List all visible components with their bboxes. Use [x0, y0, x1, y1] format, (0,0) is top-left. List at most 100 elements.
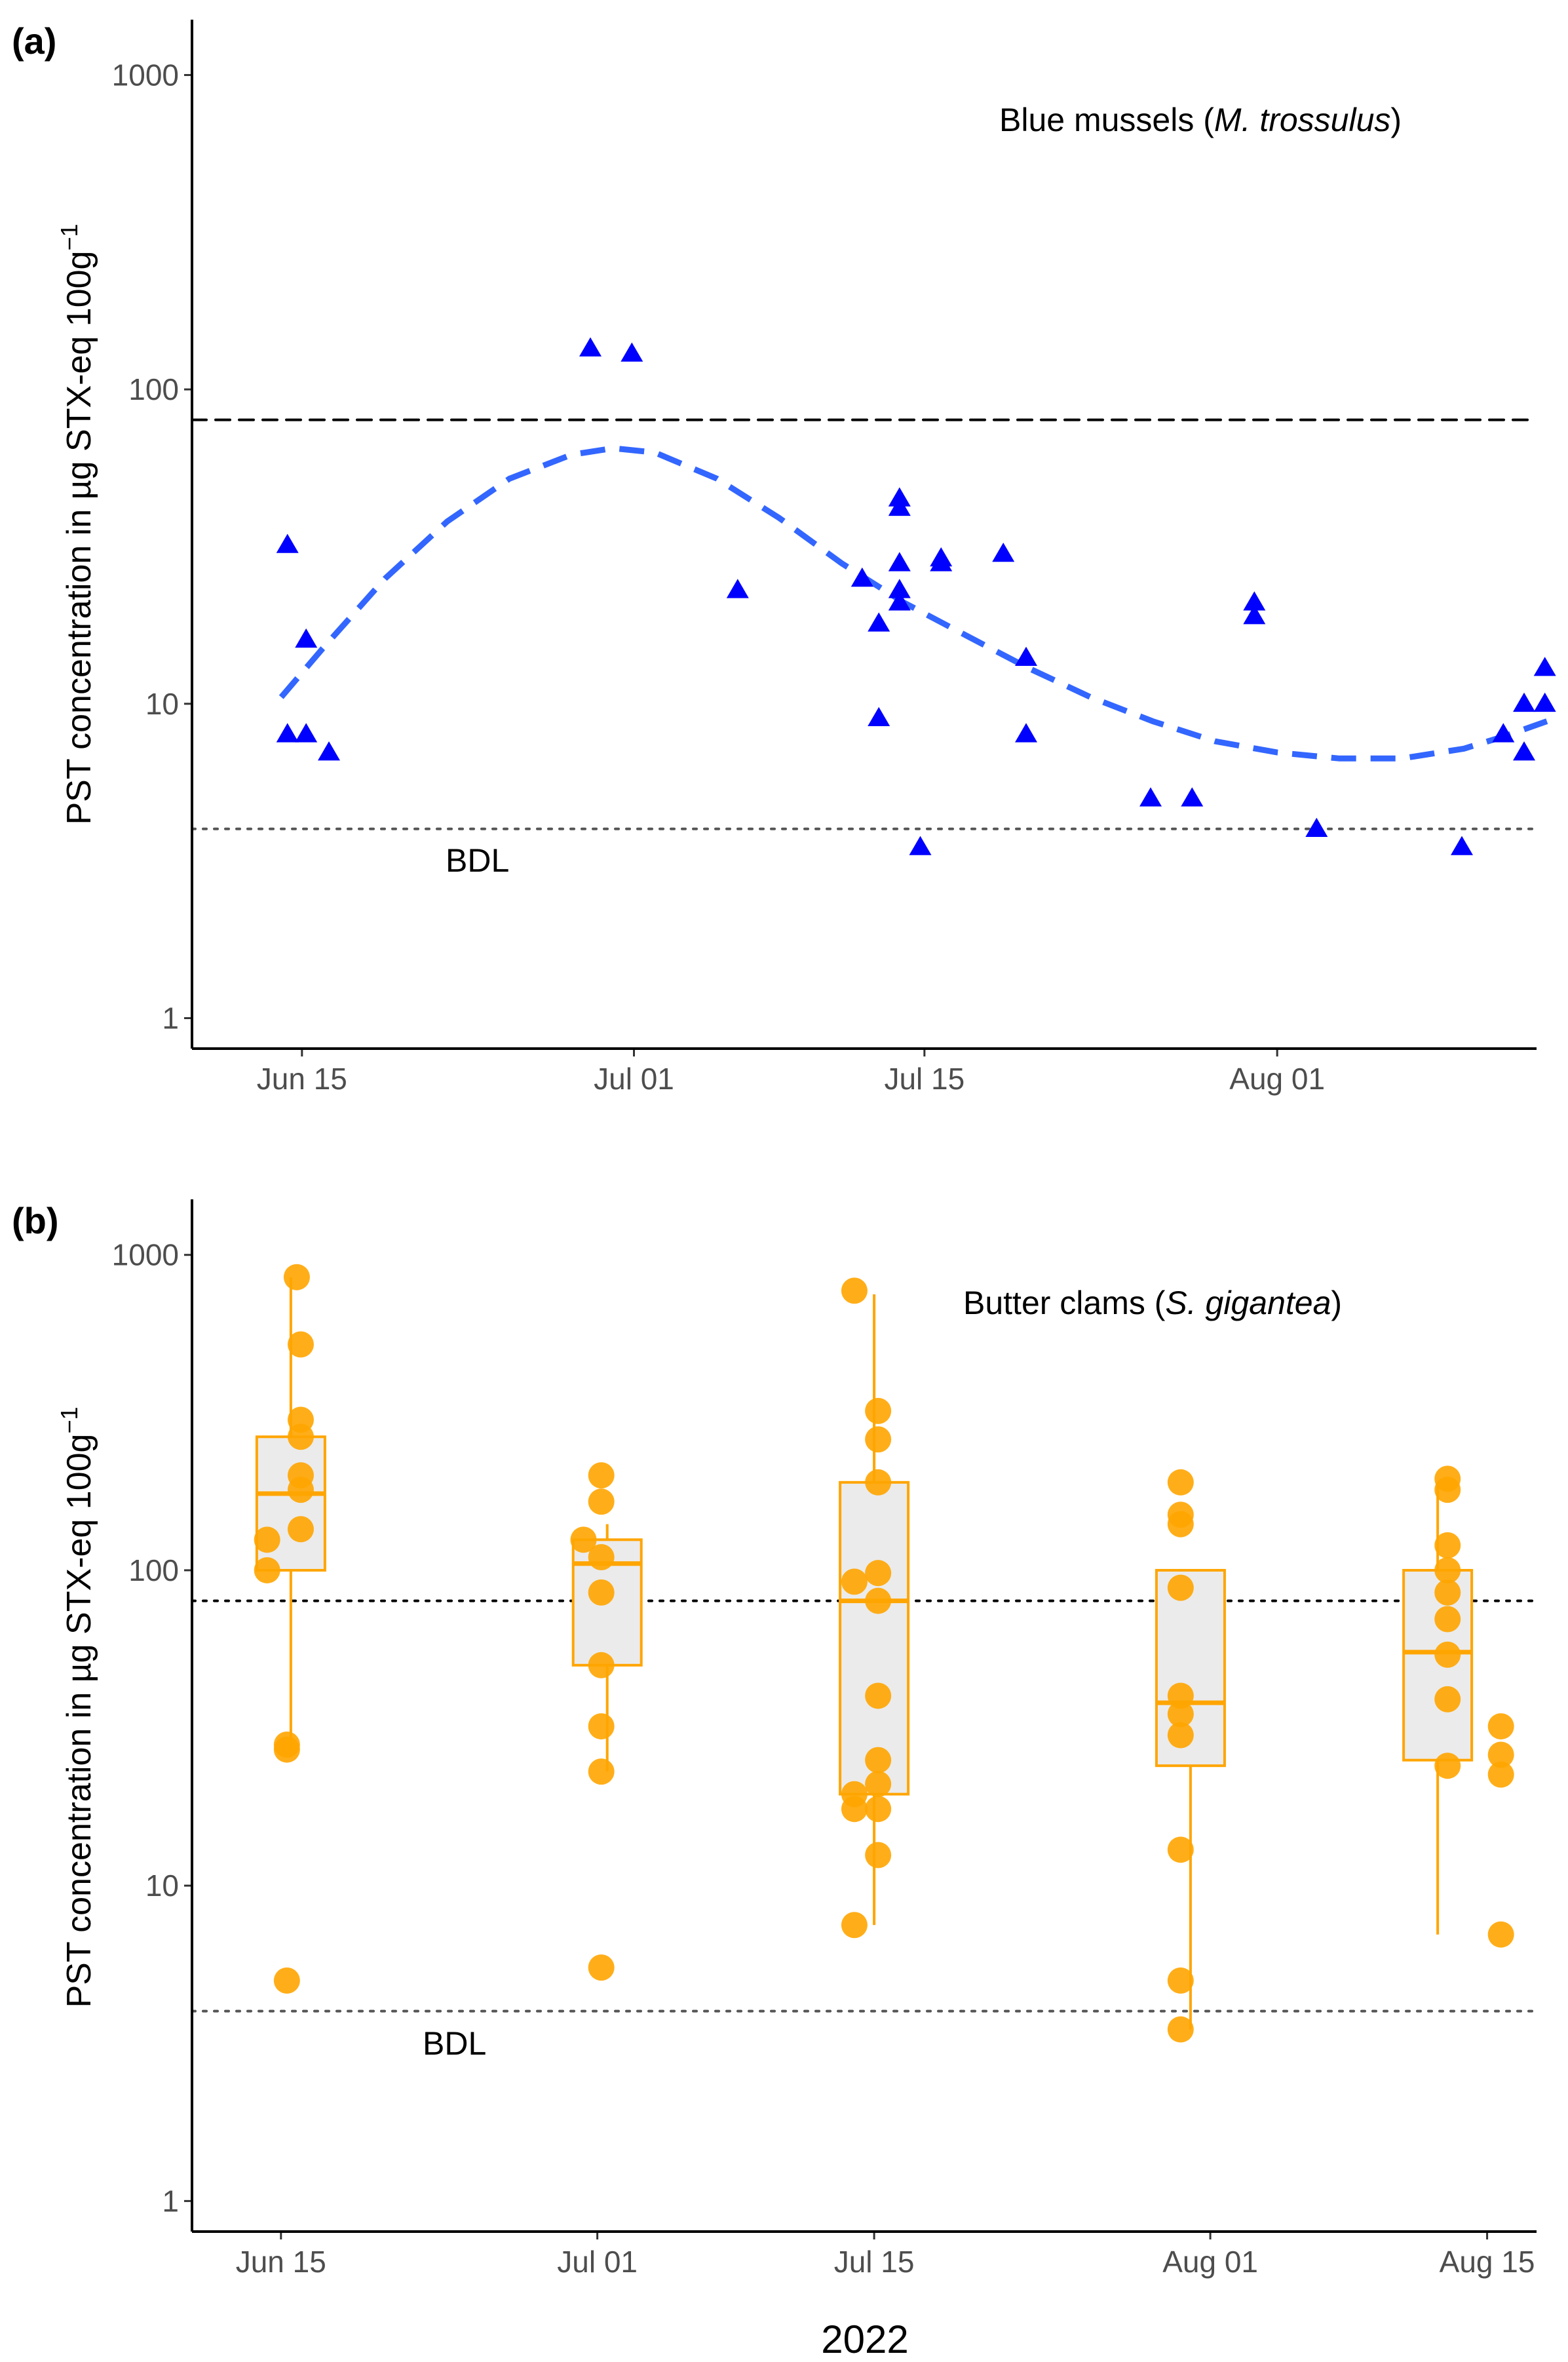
data-point	[287, 1423, 314, 1450]
data-point	[1487, 1921, 1514, 1948]
data-point	[865, 1842, 892, 1868]
data-point	[726, 579, 749, 598]
data-point	[1513, 741, 1535, 761]
data-point	[1533, 657, 1556, 676]
data-point	[888, 579, 911, 598]
x-tick-label: Aug 01	[1162, 2245, 1258, 2279]
data-point	[865, 1796, 892, 1823]
x-tick-label: Jun 15	[236, 2245, 326, 2279]
panel-a-y-axis-title-main: PST concentration in µg STX-eq 100g	[60, 251, 98, 825]
data-point	[283, 1264, 310, 1290]
data-point	[1167, 1574, 1194, 1601]
data-point	[1015, 646, 1037, 666]
data-point	[1434, 1606, 1461, 1633]
data-point	[287, 1477, 314, 1503]
panel-b-annotation-italic: S. gigantea	[1165, 1285, 1331, 1321]
data-point	[888, 552, 911, 571]
data-point	[1167, 1722, 1194, 1749]
data-point	[1487, 1741, 1514, 1768]
data-point	[841, 1277, 868, 1304]
panel-a-y-ticks: 1 10 100 1000	[112, 58, 192, 1036]
x-tick-label: Jun 15	[257, 1062, 347, 1096]
x-tick-label: Aug 15	[1440, 2245, 1535, 2279]
data-point	[868, 612, 890, 632]
data-point	[273, 1736, 300, 1763]
data-point	[588, 1544, 615, 1571]
data-point	[588, 1713, 615, 1740]
data-point	[865, 1771, 892, 1798]
data-point	[295, 628, 318, 648]
panel-a-annotation-close: )	[1390, 102, 1402, 138]
data-point	[295, 723, 318, 743]
data-point	[1167, 2016, 1194, 2043]
panel-b-y-ticks: 1 10 100 1000	[112, 1238, 192, 2218]
panel-a-label: (a)	[12, 20, 56, 62]
data-point	[1434, 1752, 1461, 1779]
data-point	[1434, 1686, 1461, 1713]
data-point	[868, 707, 890, 726]
panel-a: (a) PST concentration in µg STX-eq 100g−…	[12, 20, 1556, 1096]
data-point	[588, 1954, 615, 1981]
box-iqr	[839, 1481, 910, 1796]
data-point	[930, 552, 953, 571]
x-tick-label: Jul 15	[884, 1062, 965, 1096]
x-tick-label: Jul 15	[834, 2245, 915, 2279]
data-point	[888, 496, 911, 516]
data-point	[1015, 723, 1037, 743]
data-point	[865, 1682, 892, 1709]
data-point	[1434, 1641, 1461, 1668]
panel-b-x-ticks: Jun 15 Jul 01 Jul 15 Aug 01 Aug 15	[236, 2232, 1535, 2279]
data-point	[588, 1462, 615, 1489]
y-tick-label: 10	[145, 1868, 179, 1903]
data-point	[570, 1526, 597, 1553]
panel-b: (b) PST concentration in µg STX-eq 100g−…	[12, 1199, 1538, 2361]
panel-a-species-annotation: Blue mussels (M. trossulus)	[999, 102, 1402, 138]
panel-b-y-axis-title-main: PST concentration in µg STX-eq 100g	[60, 1434, 98, 2008]
data-point	[273, 1967, 300, 1994]
panel-b-species-annotation: Butter clams (S. gigantea)	[963, 1285, 1342, 1321]
data-point	[865, 1397, 892, 1424]
y-tick-label: 1000	[112, 1238, 179, 1272]
data-point	[1434, 1579, 1461, 1606]
data-point	[254, 1526, 280, 1553]
panel-b-axes	[191, 1199, 1537, 2233]
y-tick-label: 1000	[112, 58, 179, 92]
panel-b-y-axis-title: PST concentration in µg STX-eq 100g−1	[56, 1407, 98, 2008]
data-point	[1434, 1532, 1461, 1559]
y-tick-label: 100	[128, 372, 179, 406]
panel-a-annotation-italic: M. trossulus	[1214, 102, 1391, 138]
data-point	[1167, 1469, 1194, 1496]
y-tick-label: 1	[162, 1001, 179, 1036]
panel-a-y-axis-title-sup: −1	[56, 224, 83, 251]
y-tick-label: 100	[128, 1553, 179, 1587]
x-tick-label: Jul 01	[594, 1062, 674, 1096]
x-tick-label: Aug 01	[1229, 1062, 1325, 1096]
panel-a-axes	[191, 20, 1537, 1050]
data-point	[865, 1426, 892, 1453]
data-point	[1513, 692, 1535, 712]
panel-a-x-ticks: Jun 15 Jul 01 Jul 15 Aug 01	[257, 1049, 1325, 1096]
data-point	[909, 836, 932, 855]
panel-b-bdl-label: BDL	[423, 2025, 486, 2062]
data-point	[276, 723, 299, 743]
data-point	[1487, 1713, 1514, 1740]
data-point	[992, 543, 1015, 562]
box-iqr	[255, 1435, 326, 1572]
panel-b-label: (b)	[12, 1200, 59, 1241]
data-point	[318, 741, 340, 761]
data-point	[276, 533, 299, 553]
data-point	[1434, 1557, 1461, 1583]
panel-b-y-axis-title-sup: −1	[56, 1407, 83, 1434]
data-point	[1139, 787, 1162, 807]
data-point	[1487, 1761, 1514, 1788]
data-point	[1167, 1701, 1194, 1728]
data-point	[1167, 1501, 1194, 1528]
data-point	[1434, 1465, 1461, 1492]
data-point	[588, 1758, 615, 1785]
data-point	[287, 1516, 314, 1543]
data-point	[621, 342, 643, 362]
panel-b-x-axis-title: 2022	[821, 2317, 908, 2361]
data-point	[588, 1579, 615, 1606]
